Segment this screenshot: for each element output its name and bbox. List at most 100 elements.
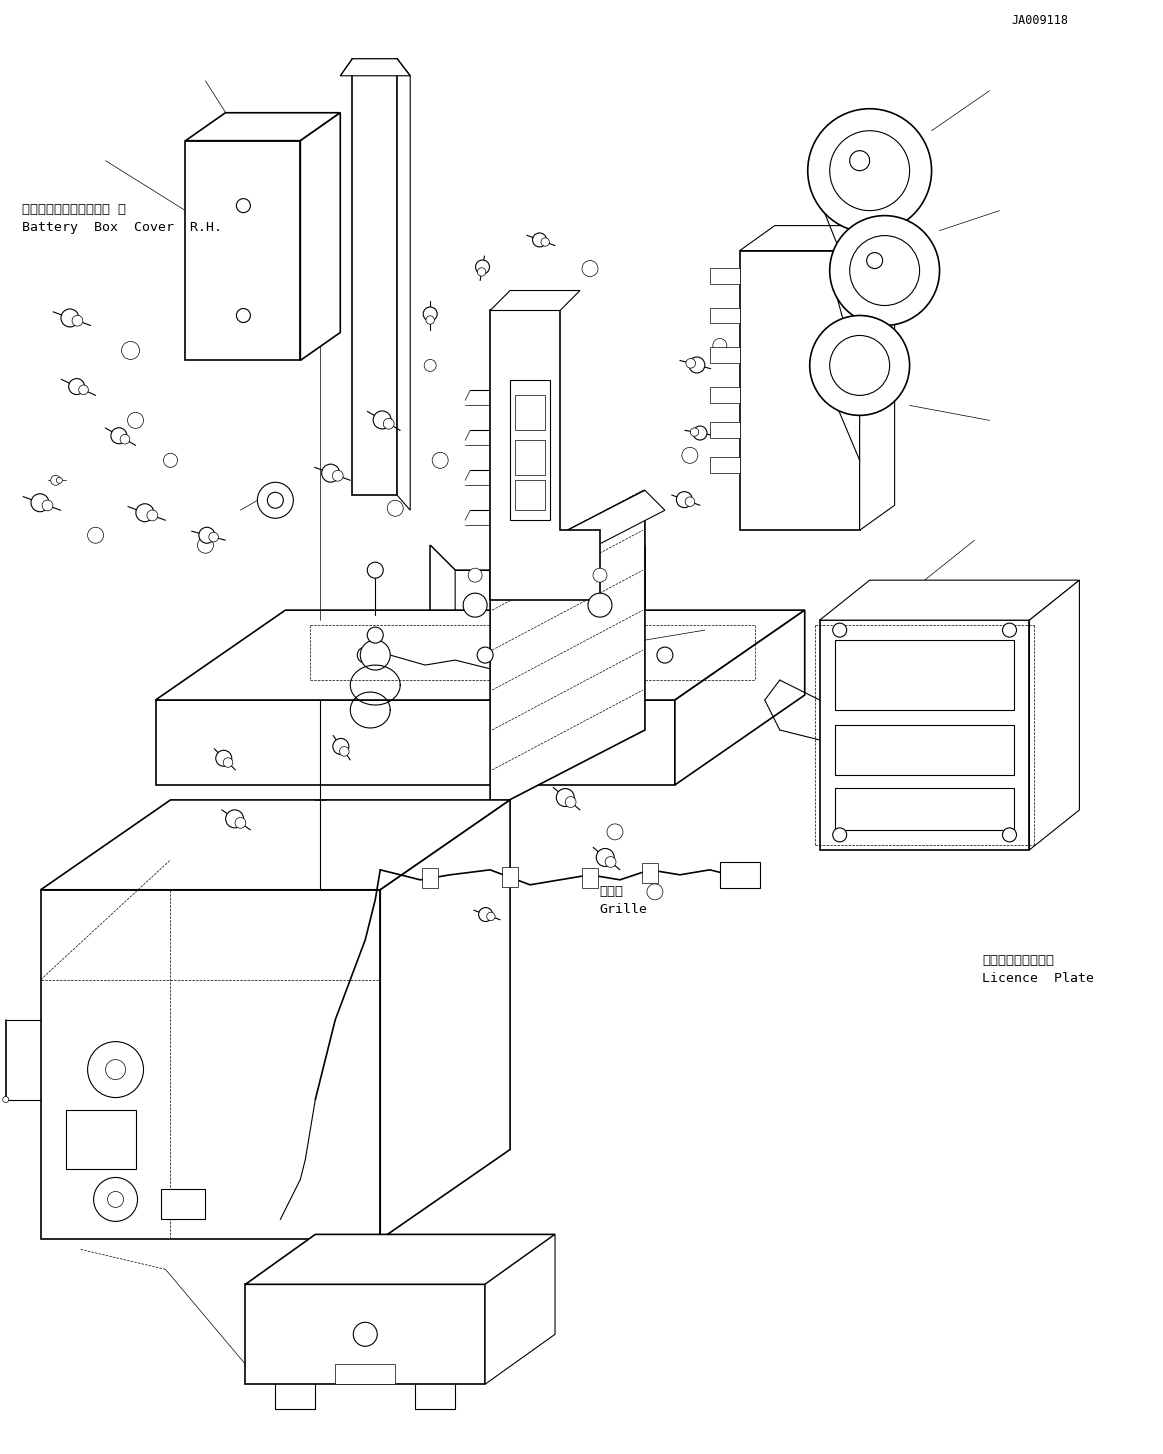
Text: Licence  Plate: Licence Plate (983, 971, 1094, 984)
Circle shape (691, 427, 699, 436)
Circle shape (597, 849, 614, 867)
Circle shape (866, 253, 883, 269)
Circle shape (476, 260, 490, 273)
Circle shape (257, 483, 293, 518)
Circle shape (541, 238, 549, 246)
Text: Battery  Box  Cover  R.H.: Battery Box Cover R.H. (22, 221, 222, 234)
Circle shape (147, 510, 158, 521)
Polygon shape (820, 619, 1029, 849)
Polygon shape (835, 788, 1014, 830)
Circle shape (387, 500, 404, 516)
Circle shape (685, 497, 694, 506)
Circle shape (829, 336, 890, 395)
Circle shape (850, 151, 870, 170)
Polygon shape (511, 381, 550, 521)
Circle shape (87, 528, 104, 544)
Circle shape (198, 537, 214, 553)
Circle shape (267, 493, 284, 509)
Circle shape (426, 316, 434, 324)
Text: JA009118: JA009118 (1012, 15, 1069, 28)
Circle shape (605, 856, 616, 868)
Polygon shape (430, 545, 645, 640)
Circle shape (199, 528, 215, 544)
Circle shape (236, 199, 250, 212)
Polygon shape (380, 800, 511, 1239)
Polygon shape (156, 699, 675, 785)
Circle shape (106, 1060, 126, 1079)
Circle shape (60, 310, 79, 327)
Text: バッテリボックスカバー 右: バッテリボックスカバー 右 (22, 202, 126, 215)
Polygon shape (41, 890, 380, 1239)
Circle shape (686, 359, 695, 368)
Circle shape (1003, 624, 1016, 637)
Circle shape (833, 827, 847, 842)
Circle shape (128, 413, 143, 429)
Polygon shape (490, 291, 580, 311)
Polygon shape (185, 113, 341, 141)
Circle shape (677, 491, 692, 507)
Circle shape (340, 746, 349, 756)
Circle shape (384, 419, 394, 429)
Circle shape (833, 624, 847, 637)
Polygon shape (709, 307, 740, 323)
Circle shape (1003, 827, 1016, 842)
Circle shape (226, 810, 243, 827)
Polygon shape (335, 1364, 395, 1384)
Polygon shape (341, 58, 411, 76)
Polygon shape (300, 113, 341, 361)
Circle shape (469, 569, 483, 582)
Circle shape (433, 452, 448, 468)
Polygon shape (502, 867, 518, 887)
Text: Grille: Grille (599, 903, 647, 916)
Circle shape (235, 817, 245, 829)
Circle shape (110, 427, 127, 443)
Polygon shape (582, 868, 598, 888)
Polygon shape (740, 225, 894, 250)
Circle shape (607, 824, 623, 840)
Polygon shape (835, 640, 1014, 710)
Circle shape (850, 236, 920, 305)
Polygon shape (490, 490, 665, 590)
Polygon shape (245, 1234, 555, 1284)
Polygon shape (65, 1109, 136, 1169)
Circle shape (682, 448, 698, 464)
Circle shape (829, 131, 909, 211)
Polygon shape (352, 58, 398, 496)
Circle shape (533, 233, 547, 247)
Polygon shape (709, 422, 740, 438)
Polygon shape (709, 268, 740, 284)
Circle shape (69, 378, 85, 394)
Circle shape (93, 1178, 137, 1221)
Polygon shape (675, 611, 805, 785)
Text: グリル: グリル (599, 885, 623, 899)
Polygon shape (709, 458, 740, 474)
Polygon shape (430, 545, 455, 640)
Circle shape (588, 593, 612, 616)
Circle shape (51, 475, 60, 486)
Polygon shape (720, 862, 759, 888)
Circle shape (107, 1191, 123, 1207)
Circle shape (322, 464, 340, 483)
Circle shape (423, 307, 437, 321)
Circle shape (479, 907, 493, 922)
Circle shape (361, 640, 391, 670)
Circle shape (164, 454, 178, 467)
Circle shape (209, 532, 219, 542)
Polygon shape (485, 1234, 555, 1384)
Circle shape (829, 215, 940, 326)
Polygon shape (156, 611, 805, 699)
Circle shape (424, 359, 436, 371)
Circle shape (463, 593, 487, 616)
Circle shape (333, 470, 343, 481)
Circle shape (688, 358, 705, 374)
Polygon shape (185, 141, 300, 361)
Circle shape (693, 426, 707, 441)
Polygon shape (709, 387, 740, 403)
Circle shape (593, 569, 607, 582)
Polygon shape (1029, 580, 1079, 849)
Polygon shape (490, 490, 645, 810)
Circle shape (368, 627, 384, 643)
Circle shape (478, 268, 486, 276)
Circle shape (216, 750, 231, 766)
Circle shape (136, 503, 154, 522)
